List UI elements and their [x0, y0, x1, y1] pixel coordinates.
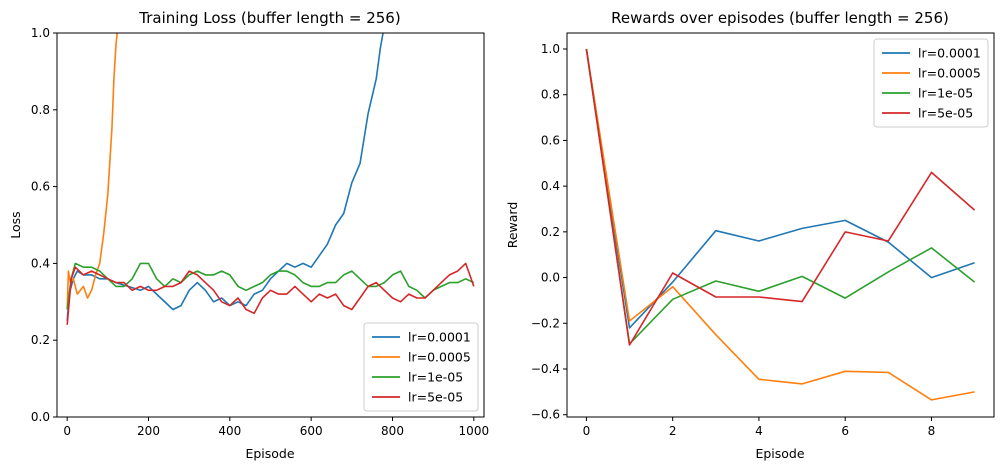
- legend-entry: lr=0.0005: [408, 350, 471, 365]
- y-tick-label: 0.2: [31, 333, 50, 347]
- chart-title: Training Loss (buffer length = 256): [138, 9, 400, 27]
- y-tick-label: 0.4: [31, 256, 50, 270]
- x-axis-label: Episode: [755, 446, 804, 461]
- plot-lines: [585, 48, 976, 401]
- rewards-chart: Rewards over episodes (buffer length = 2…: [505, 9, 995, 461]
- x-tick-label: 1000: [459, 424, 490, 438]
- training-loss-chart: Training Loss (buffer length = 256) Epis…: [8, 9, 489, 461]
- y-tick-label: 0.6: [541, 133, 560, 147]
- series-line-lr-0-0005: [585, 48, 975, 401]
- x-tick-label: 200: [137, 424, 160, 438]
- y-tick-label: 0.0: [541, 271, 560, 285]
- y-axis-label: Loss: [8, 211, 23, 238]
- legend: lr=0.0001 lr=0.0005 lr=1e-05 lr=5e-05: [873, 38, 989, 128]
- series-line-lr-1e-05: [585, 48, 976, 345]
- legend-box: [873, 38, 989, 128]
- x-tick-label: 0: [583, 424, 591, 438]
- plot-frame: [56, 32, 485, 418]
- y-axis-label: Reward: [505, 202, 520, 249]
- y-tick-label: −0.4: [531, 362, 560, 376]
- axis-ticks: 0 200 400 600 800 1000 0.0 0.2 0.4 0.6 0.8 1.0: [31, 26, 489, 438]
- series-line-lr-5e-05: [585, 48, 976, 346]
- axis-ticks: 0 2 4 6 8 −0.6 −0.4 −0.2 0.0 0.2 0.4 0.6 0.8 1.0: [531, 42, 935, 438]
- y-tick-label: 0.6: [31, 180, 50, 194]
- y-tick-label: 0.8: [541, 88, 560, 102]
- y-tick-label: −0.6: [531, 408, 560, 422]
- legend: lr=0.0001 lr=0.0005 lr=1e-05 lr=5e-05: [363, 322, 479, 412]
- x-axis-label: Episode: [245, 446, 294, 461]
- x-tick-label: 0: [63, 424, 71, 438]
- x-tick-label: 400: [218, 424, 241, 438]
- legend-entry: lr=5e-05: [918, 106, 973, 121]
- x-tick-label: 600: [300, 424, 323, 438]
- y-tick-label: 0.2: [541, 225, 560, 239]
- plot-frame: [566, 32, 995, 418]
- y-tick-label: −0.2: [531, 316, 560, 330]
- chart-title: Rewards over episodes (buffer length = 2…: [611, 9, 949, 27]
- plot-lines: [66, 33, 475, 325]
- legend-entry: lr=1e-05: [408, 370, 463, 385]
- x-tick-label: 2: [669, 424, 677, 438]
- legend-entry: lr=1e-05: [918, 86, 973, 101]
- y-tick-label: 0.4: [541, 179, 560, 193]
- x-tick-label: 4: [755, 424, 763, 438]
- legend-entry: lr=0.0001: [408, 330, 471, 345]
- x-tick-label: 6: [841, 424, 849, 438]
- series-line-lr-5e-05: [66, 262, 475, 325]
- y-tick-label: 1.0: [541, 42, 560, 56]
- series-line-lr-1e-05: [66, 262, 475, 310]
- legend-entry: lr=5e-05: [408, 390, 463, 405]
- legend-box: [363, 322, 479, 412]
- series-line-lr-0-0005: [66, 33, 119, 310]
- legend-entry: lr=0.0001: [918, 46, 981, 61]
- x-tick-label: 8: [928, 424, 936, 438]
- y-tick-label: 0.0: [31, 410, 50, 424]
- y-tick-label: 1.0: [31, 26, 50, 40]
- x-tick-label: 800: [381, 424, 404, 438]
- legend-entry: lr=0.0005: [918, 66, 981, 81]
- y-tick-label: 0.8: [31, 103, 50, 117]
